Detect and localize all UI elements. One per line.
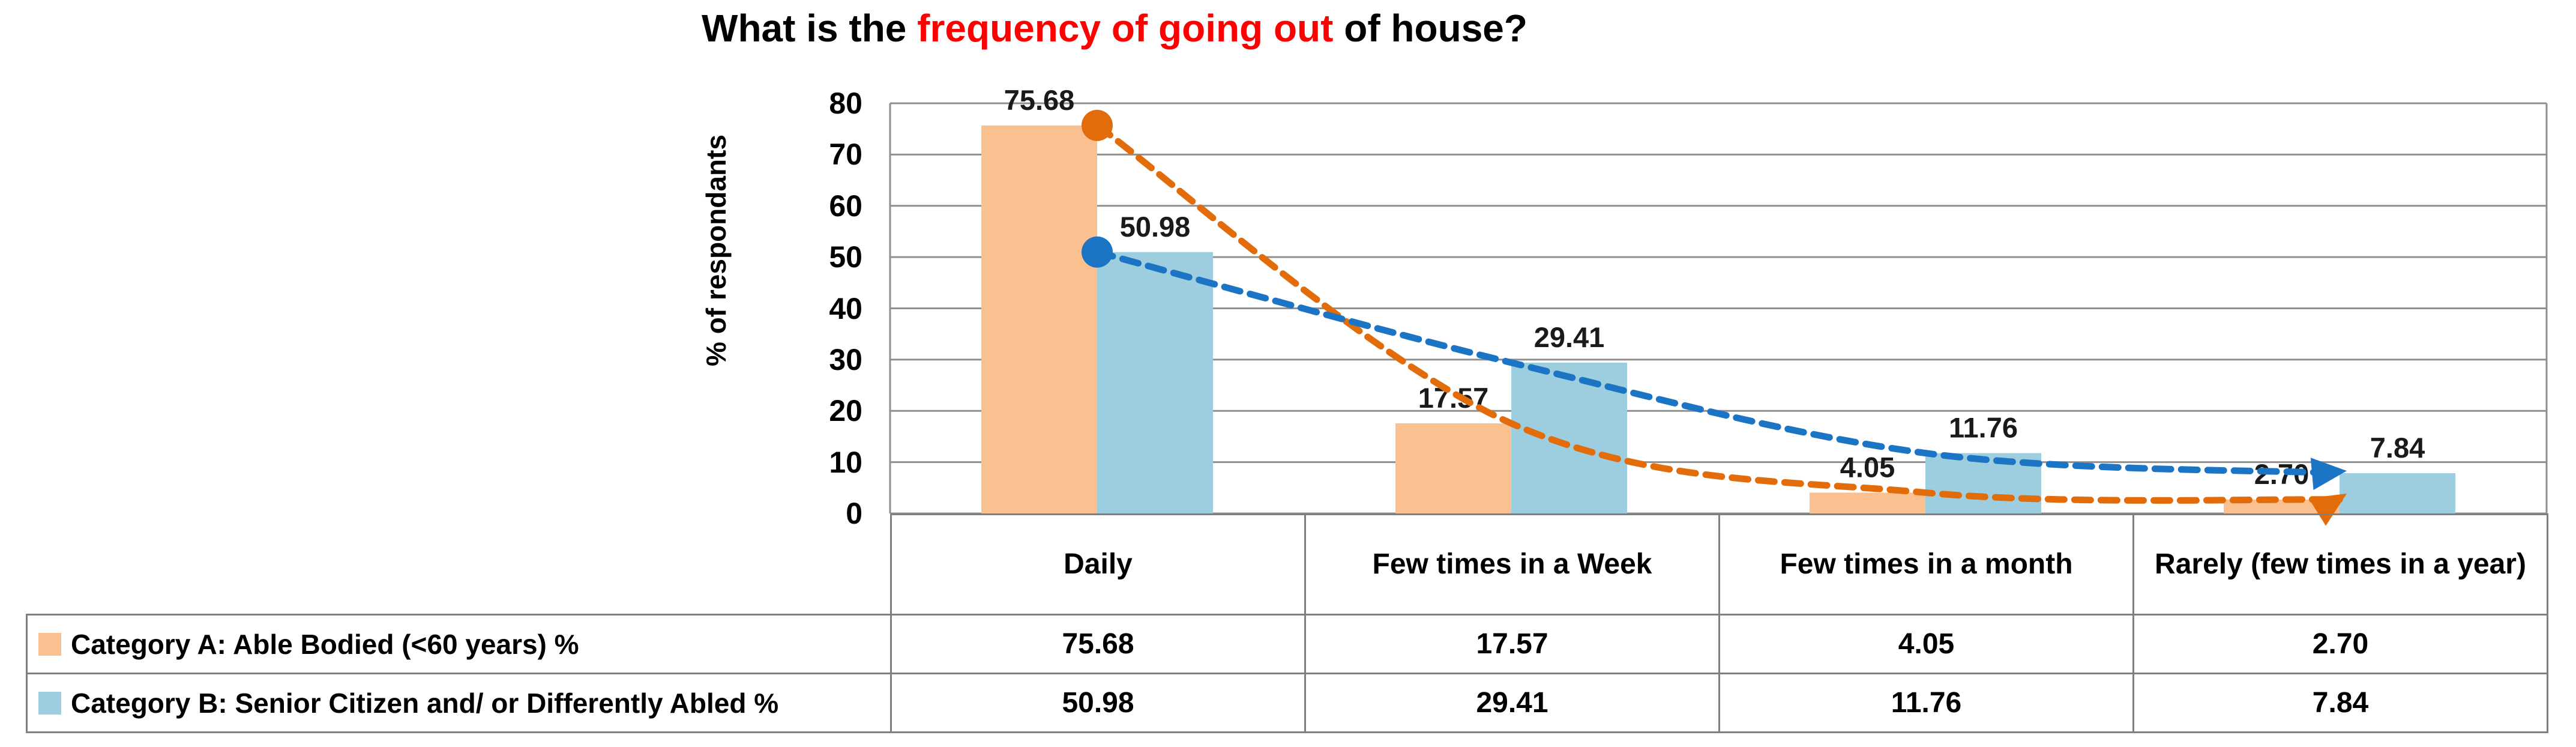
chart-title-suffix: of house? <box>1333 7 1527 50</box>
bar-a-0 <box>981 125 1097 513</box>
y-tick-label: 30 <box>829 342 862 377</box>
category-label: Few times in a month <box>1718 513 2134 615</box>
y-tick-label: 40 <box>829 291 862 325</box>
category-label-text: Few times in a Week <box>1372 548 1652 580</box>
legend-swatch-b <box>38 691 61 715</box>
data-label: 50.98 <box>1120 211 1191 243</box>
legend-label-b: Category B: Senior Citizen and/ or Diffe… <box>71 687 779 719</box>
category-label: Daily <box>890 513 1306 615</box>
legend-label-a: Category A: Able Bodied (<60 years) % <box>71 628 579 660</box>
table-value-cell: 2.70 <box>2132 614 2548 674</box>
table-value-cell: 11.76 <box>1718 673 2134 733</box>
y-tick-label: 80 <box>829 86 862 120</box>
arrowhead-b <box>2310 458 2347 491</box>
data-label: 29.41 <box>1534 321 1605 353</box>
bar-b-0 <box>1097 252 1213 513</box>
data-label: 7.84 <box>2370 432 2425 464</box>
trend-line-a <box>1094 122 2343 504</box>
chart-title-prefix: What is the <box>702 7 918 50</box>
y-tick-label: 0 <box>846 497 862 530</box>
table-value-cell: 75.68 <box>890 614 1306 674</box>
y-tick-label: 50 <box>829 240 862 274</box>
y-tick-label: 60 <box>829 189 862 223</box>
line-start-marker-a <box>1082 109 1113 141</box>
line-start-marker-b <box>1082 236 1113 268</box>
bar-a-1 <box>1395 423 1511 513</box>
table-value-cell: 29.41 <box>1304 673 1720 733</box>
bar-b-3 <box>2340 473 2455 513</box>
y-tick-label: 10 <box>829 445 862 479</box>
data-label: 11.76 <box>1949 412 2018 444</box>
category-label-text: Few times in a month <box>1780 548 2073 580</box>
legend-swatch-a <box>38 632 61 656</box>
category-label-text: Daily <box>1064 548 1133 580</box>
table-value-cell: 4.05 <box>1718 614 2134 674</box>
legend-cell-a: Category A: Able Bodied (<60 years) % <box>26 614 892 674</box>
category-label: Rarely (few times in a year) <box>2132 513 2548 615</box>
table-value-cell: 50.98 <box>890 673 1306 733</box>
bar-a-2 <box>1810 492 1925 513</box>
y-tick-label: 20 <box>829 394 862 428</box>
chart-title-highlight: frequency of going out <box>917 7 1334 50</box>
data-label: 4.05 <box>1840 451 1895 483</box>
bar-a-3 <box>2224 499 2340 513</box>
chart-title: What is the frequency of going out of ho… <box>616 5 1613 52</box>
table-value-cell: 17.57 <box>1304 614 1720 674</box>
category-label: Few times in a Week <box>1304 513 1720 615</box>
trend-line-b <box>1094 249 2343 477</box>
y-axis-title: % of respondants <box>700 135 732 366</box>
table-value-cell: 7.84 <box>2132 673 2548 733</box>
category-label-text: Rarely (few times in a year) <box>2155 548 2526 580</box>
arrowhead-a <box>2308 493 2347 526</box>
y-tick-label: 70 <box>829 138 862 172</box>
legend-cell-b: Category B: Senior Citizen and/ or Diffe… <box>26 673 892 733</box>
data-label: 75.68 <box>1004 84 1075 116</box>
